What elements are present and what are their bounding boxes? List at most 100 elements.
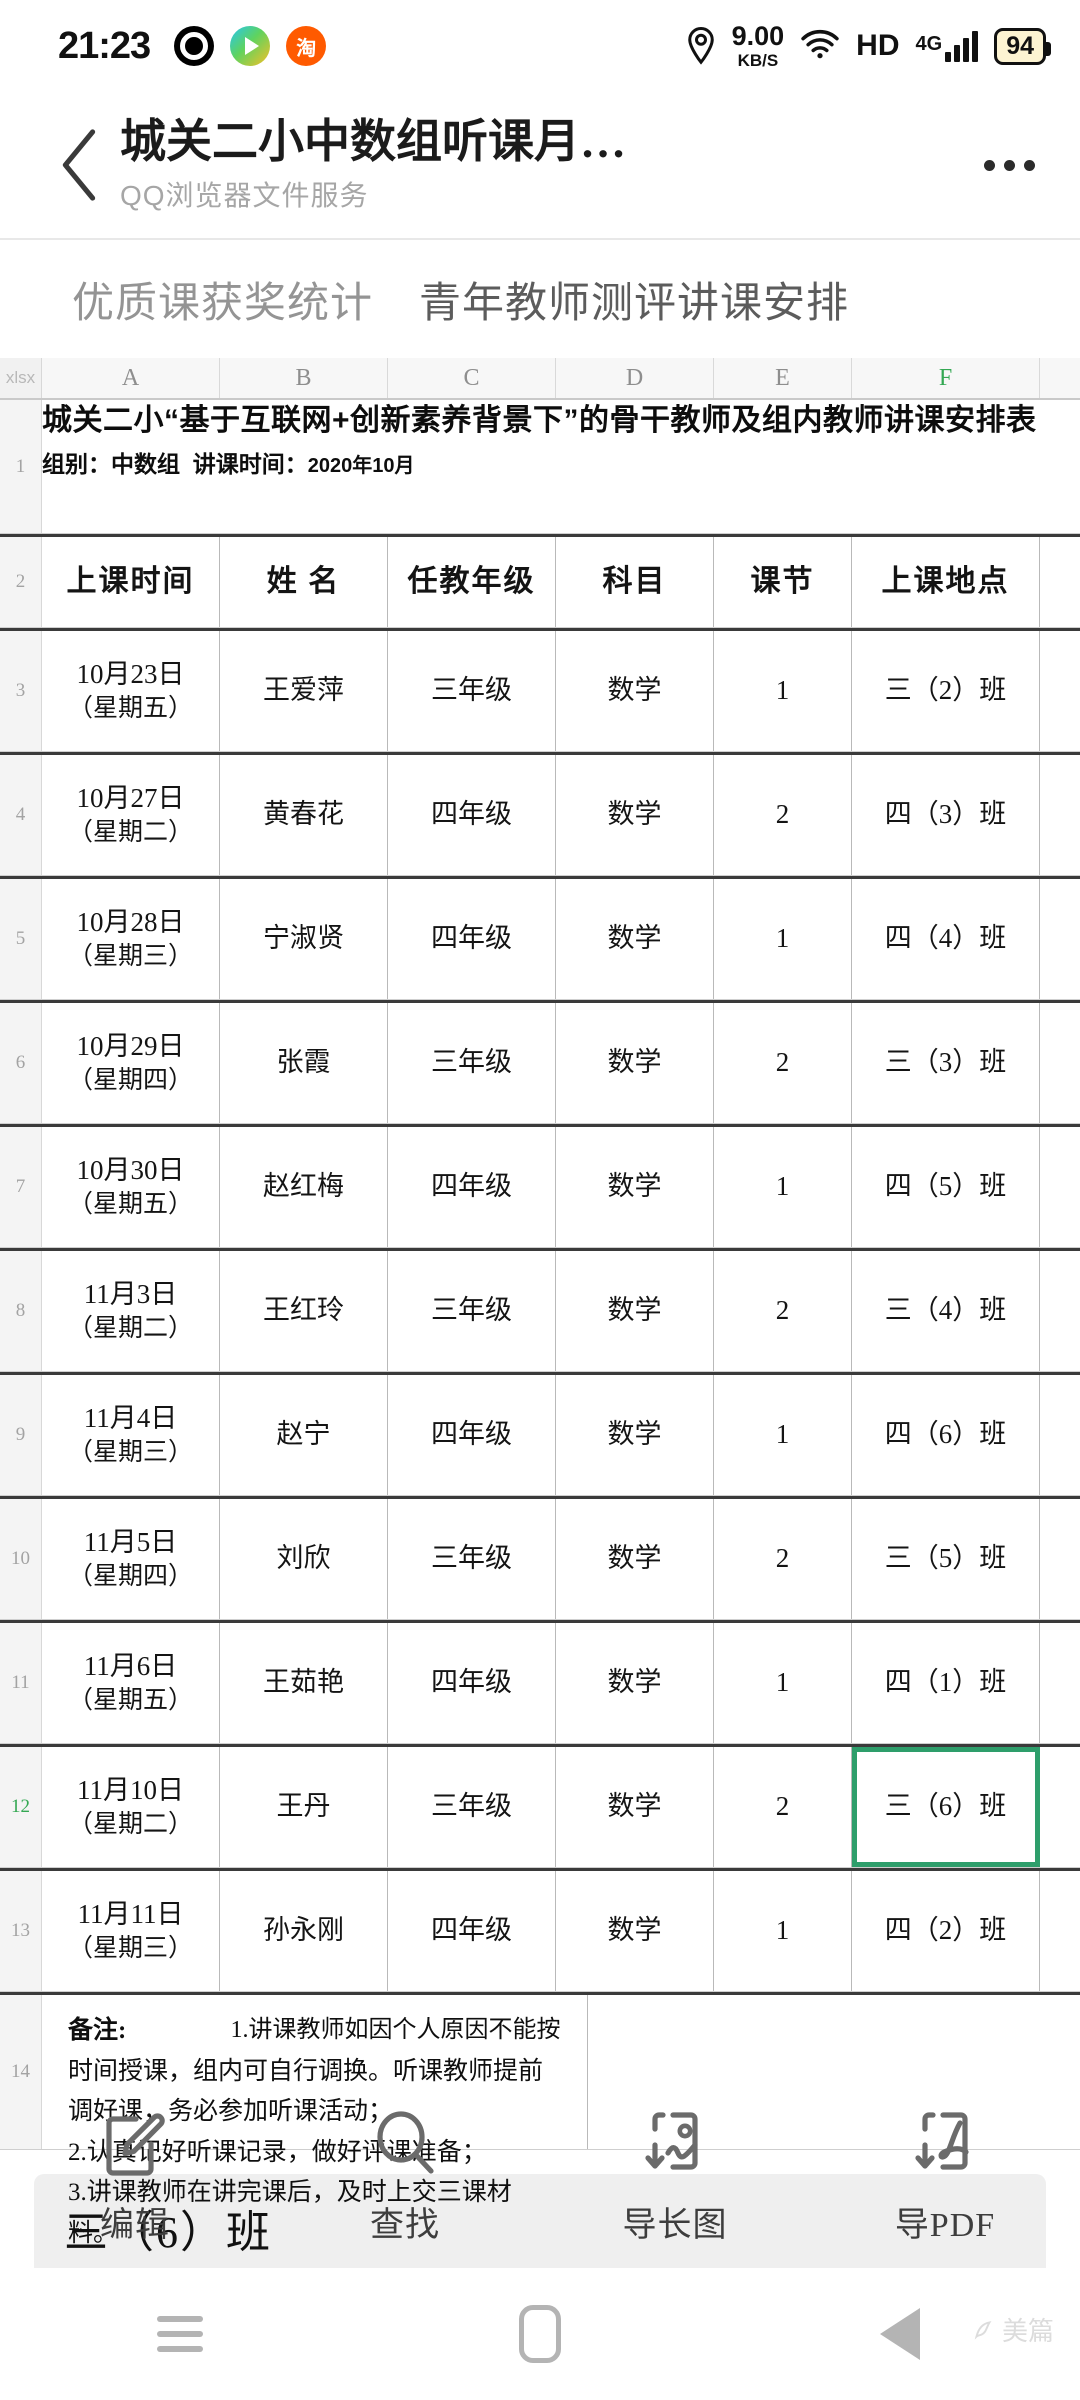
cell-B6[interactable]: 张霞 [220,1003,388,1123]
cell-A8[interactable]: 11月3日 （星期二） [42,1251,220,1371]
grid-corner-cell[interactable]: xlsx [0,358,42,398]
cell-C4[interactable]: 四年级 [388,755,556,875]
row-header-8[interactable]: 8 [0,1251,42,1371]
row-header-5[interactable]: 5 [0,879,42,999]
cell-F7[interactable]: 四（5）班 [852,1127,1040,1247]
column-header-A[interactable]: A [42,358,220,398]
spreadsheet-grid[interactable]: xlsx A B C D E F 1 城关二小“基于互联网+创新素养背景下”的骨… [0,358,1080,2247]
cell-G8[interactable] [1040,1251,1080,1371]
cell-D12[interactable]: 数学 [556,1747,714,1867]
cell-F12[interactable]: 三（6）班 [852,1747,1040,1867]
cell-B9[interactable]: 赵宁 [220,1375,388,1495]
table-row[interactable]: 3 10月23日 （星期五） 王爱萍 三年级 数学 1 三（2）班 [0,628,1080,752]
cell-D9[interactable]: 数学 [556,1375,714,1495]
cell-A2[interactable]: 上课时间 [42,537,220,627]
sheet-tab-0[interactable]: 优质课获奖统计 [72,280,374,327]
cell-D3[interactable]: 数学 [556,631,714,751]
cell-C8[interactable]: 三年级 [388,1251,556,1371]
cell-A3[interactable]: 10月23日 （星期五） [42,631,220,751]
cell-G10[interactable] [1040,1499,1080,1619]
table-row[interactable]: 5 10月28日 （星期三） 宁淑贤 四年级 数学 1 四（4）班 [0,876,1080,1000]
cell-D11[interactable]: 数学 [556,1623,714,1743]
cell-E11[interactable]: 1 [714,1623,852,1743]
formula-bar[interactable]: 三（6）班 [34,2174,1046,2282]
cell-F2[interactable]: 上课地点 [852,537,1040,627]
table-row[interactable]: 13 11月11日 （星期三） 孙永刚 四年级 数学 1 四（2）班 [0,1868,1080,1992]
cell-E6[interactable]: 2 [714,1003,852,1123]
cell-F3[interactable]: 三（2）班 [852,631,1040,751]
cell-C13[interactable]: 四年级 [388,1871,556,1991]
cell-A12[interactable]: 11月10日 （星期二） [42,1747,220,1867]
cell-C2[interactable]: 任教年级 [388,537,556,627]
cell-F9[interactable]: 四（6）班 [852,1375,1040,1495]
more-options-button[interactable] [966,159,1052,171]
cell-C3[interactable]: 三年级 [388,631,556,751]
cell-F13[interactable]: 四（2）班 [852,1871,1040,1991]
column-header-F[interactable]: F [852,358,1040,398]
cell-C10[interactable]: 三年级 [388,1499,556,1619]
cell-B13[interactable]: 孙永刚 [220,1871,388,1991]
table-row[interactable]: 9 11月4日 （星期三） 赵宁 四年级 数学 1 四（6）班 [0,1372,1080,1496]
cell-A9[interactable]: 11月4日 （星期三） [42,1375,220,1495]
cell-D13[interactable]: 数学 [556,1871,714,1991]
cell-G3[interactable] [1040,631,1080,751]
cell-C9[interactable]: 四年级 [388,1375,556,1495]
column-header-D[interactable]: D [556,358,714,398]
cell-D7[interactable]: 数学 [556,1127,714,1247]
cell-C12[interactable]: 三年级 [388,1747,556,1867]
cell-F4[interactable]: 四（3）班 [852,755,1040,875]
table-row[interactable]: 7 10月30日 （星期五） 赵红梅 四年级 数学 1 四（5）班 [0,1124,1080,1248]
cell-F8[interactable]: 三（4）班 [852,1251,1040,1371]
table-row[interactable]: 10 11月5日 （星期四） 刘欣 三年级 数学 2 三（5）班 [0,1496,1080,1620]
back-button[interactable] [48,128,110,202]
cell-B2[interactable]: 姓 名 [220,537,388,627]
cell-F6[interactable]: 三（3）班 [852,1003,1040,1123]
table-row[interactable]: 6 10月29日 （星期四） 张霞 三年级 数学 2 三（3）班 [0,1000,1080,1124]
cell-A13[interactable]: 11月11日 （星期三） [42,1871,220,1991]
column-header-E[interactable]: E [714,358,852,398]
search-button[interactable]: 查找 [305,2105,505,2246]
cell-B11[interactable]: 王茹艳 [220,1623,388,1743]
cell-G4[interactable] [1040,755,1080,875]
cell-C11[interactable]: 四年级 [388,1623,556,1743]
cell-D8[interactable]: 数学 [556,1251,714,1371]
cell-A5[interactable]: 10月28日 （星期三） [42,879,220,999]
table-body[interactable]: 3 10月23日 （星期五） 王爱萍 三年级 数学 1 三（2）班 4 10月27日 （星期二） 黄春… [0,628,1080,1992]
row-header-7[interactable]: 7 [0,1127,42,1247]
cell-G13[interactable] [1040,1871,1080,1991]
cell-B5[interactable]: 宁淑贤 [220,879,388,999]
table-row[interactable]: 12 11月10日 （星期二） 王丹 三年级 数学 2 三（6）班 [0,1744,1080,1868]
cell-C6[interactable]: 三年级 [388,1003,556,1123]
cell-E8[interactable]: 2 [714,1251,852,1371]
column-header-row[interactable]: xlsx A B C D E F [0,358,1080,400]
row-header-10[interactable]: 10 [0,1499,42,1619]
edit-button[interactable]: 编辑 [35,2105,235,2246]
cell-A6[interactable]: 10月29日 （星期四） [42,1003,220,1123]
row-header-2[interactable]: 2 [0,537,42,627]
row-header-6[interactable]: 6 [0,1003,42,1123]
row-header-1[interactable]: 1 [0,400,42,533]
table-row[interactable]: 1 城关二小“基于互联网+创新素养背景下”的骨干教师及组内教师讲课安排表 组别：… [0,400,1080,534]
cell-G1[interactable] [1036,400,1080,533]
cell-G11[interactable] [1040,1623,1080,1743]
cell-G7[interactable] [1040,1127,1080,1247]
cell-G2[interactable] [1040,537,1080,627]
cell-F5[interactable]: 四（4）班 [852,879,1040,999]
cell-B10[interactable]: 刘欣 [220,1499,388,1619]
row-header-3[interactable]: 3 [0,631,42,751]
row-header-14[interactable]: 14 [0,1995,42,2149]
cell-C5[interactable]: 四年级 [388,879,556,999]
home-button[interactable] [480,2305,600,2363]
cell-E9[interactable]: 1 [714,1375,852,1495]
cell-A11[interactable]: 11月6日 （星期五） [42,1623,220,1743]
row-header-12[interactable]: 12 [0,1747,42,1867]
cell-B7[interactable]: 赵红梅 [220,1127,388,1247]
cell-D2[interactable]: 科目 [556,537,714,627]
notes-row[interactable]: 14 备注: 1.讲课教师如因个人原因不能按 时间授课，组内可自行调换。听课教师… [0,1992,1080,2247]
cell-C7[interactable]: 四年级 [388,1127,556,1247]
table-row[interactable]: 4 10月27日 （星期二） 黄春花 四年级 数学 2 四（3）班 [0,752,1080,876]
cell-E10[interactable]: 2 [714,1499,852,1619]
sheet-tab-1[interactable]: 青年教师测评讲课安排 [419,280,850,327]
row-header-11[interactable]: 11 [0,1623,42,1743]
cell-E3[interactable]: 1 [714,631,852,751]
